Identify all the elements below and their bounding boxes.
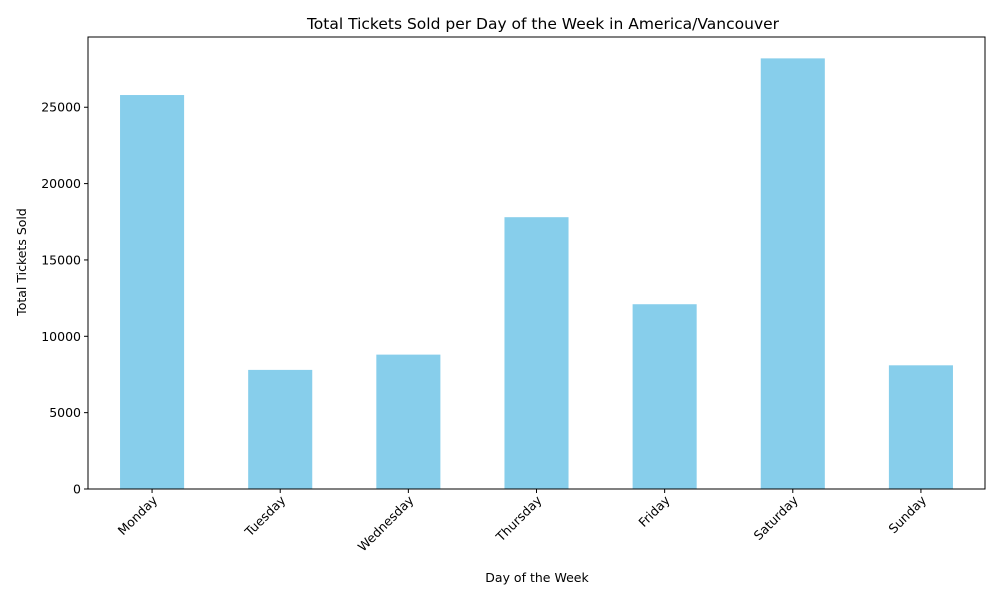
x-tick-label-saturday: Saturday [750, 492, 801, 543]
bar-friday [632, 304, 697, 489]
y-axis-label: Total Tickets Sold [14, 208, 29, 317]
bar-monday [120, 95, 185, 489]
y-tick-label: 5000 [49, 405, 81, 420]
x-tick-label-friday: Friday [635, 492, 673, 530]
y-tick-label: 15000 [41, 252, 81, 267]
x-tick-label-sunday: Sunday [885, 492, 929, 536]
x-axis-label: Day of the Week [485, 570, 589, 585]
x-tick-label-wednesday: Wednesday [355, 492, 417, 554]
bar-saturday [760, 58, 825, 489]
bar-thursday [504, 217, 569, 489]
x-tick-label-thursday: Thursday [492, 492, 545, 545]
bar-sunday [888, 365, 953, 489]
bar-tuesday [248, 369, 313, 489]
plot-area: 0 5000 10000 15000 20000 25000 Monday Tuesday We… [41, 36, 986, 554]
x-tick-label-monday: Monday [115, 492, 161, 538]
chart-title: Total Tickets Sold per Day of the Week i… [306, 15, 780, 33]
y-tick-label: 10000 [41, 329, 81, 344]
y-tick-label: 0 [73, 482, 81, 497]
x-tick-label-tuesday: Tuesday [241, 492, 289, 540]
y-tick-label: 20000 [41, 176, 81, 191]
bar-wednesday [376, 354, 441, 489]
y-tick-label: 25000 [41, 100, 81, 115]
